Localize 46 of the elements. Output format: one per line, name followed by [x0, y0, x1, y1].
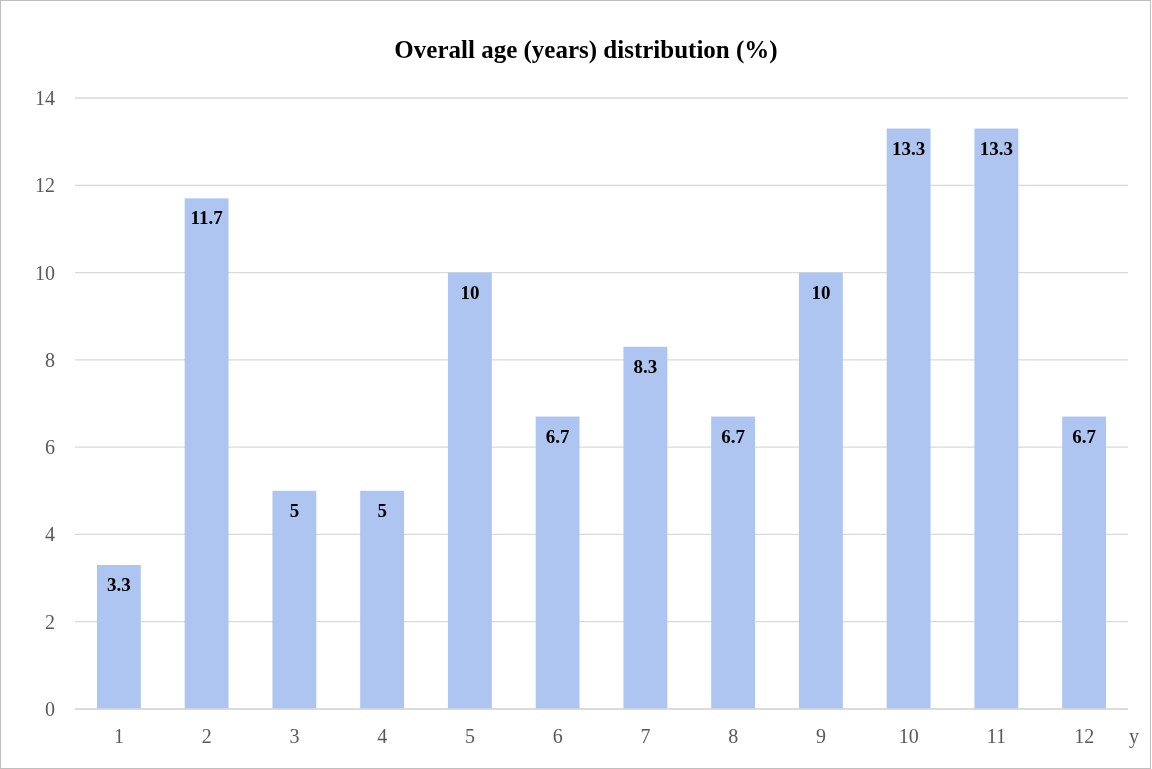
x-tick-label: 12: [1074, 725, 1095, 747]
bar: [798, 272, 843, 709]
x-tick-label: 8: [728, 725, 739, 747]
data-label: 11.7: [190, 207, 224, 229]
bar: [272, 490, 317, 709]
x-axis-title: y: [1129, 725, 1139, 748]
y-tick-label: 2: [45, 610, 55, 633]
x-tick-label: 3: [289, 725, 300, 747]
bar: [535, 416, 580, 709]
x-tick-label: 11: [986, 725, 1007, 747]
data-label: 10: [811, 281, 831, 303]
data-label: 5: [289, 499, 300, 521]
data-label: 5: [377, 499, 387, 521]
x-tick-label: 1: [113, 725, 124, 747]
data-label: 3.3: [107, 573, 131, 595]
data-label: 6.7: [545, 425, 570, 447]
y-tick-label: 0: [45, 698, 55, 720]
chart-title: Overall age (years) distribution (%): [394, 36, 778, 64]
bar: [360, 490, 405, 709]
data-label: 13.3: [979, 137, 1013, 159]
x-tick-label: 5: [464, 725, 475, 747]
bar: [96, 564, 141, 709]
y-tick-label: 4: [45, 523, 55, 546]
bar: [1062, 416, 1107, 709]
bar: [711, 416, 756, 709]
data-label: 6.7: [721, 425, 746, 447]
data-label: 6.7: [1072, 425, 1097, 447]
y-tick-label: 14: [35, 87, 55, 109]
y-tick-label: 10: [35, 261, 55, 284]
bar: [184, 198, 229, 709]
x-tick-label: 6: [552, 725, 563, 747]
bar: [447, 272, 492, 709]
x-tick-label: 4: [377, 725, 388, 747]
x-tick-label: 2: [201, 725, 212, 747]
x-tick-label: 10: [898, 725, 919, 747]
data-label: 13.3: [892, 137, 926, 159]
y-tick-label: 6: [45, 436, 55, 459]
bar: [974, 128, 1019, 709]
y-tick-label: 12: [35, 174, 55, 197]
bar: [886, 128, 931, 709]
x-tick-label: 9: [815, 725, 826, 747]
x-tick-label: 7: [640, 725, 651, 747]
data-label: 10: [460, 281, 480, 303]
bar: [623, 346, 668, 709]
y-tick-label: 8: [45, 348, 55, 371]
data-label: 8.3: [633, 355, 658, 377]
